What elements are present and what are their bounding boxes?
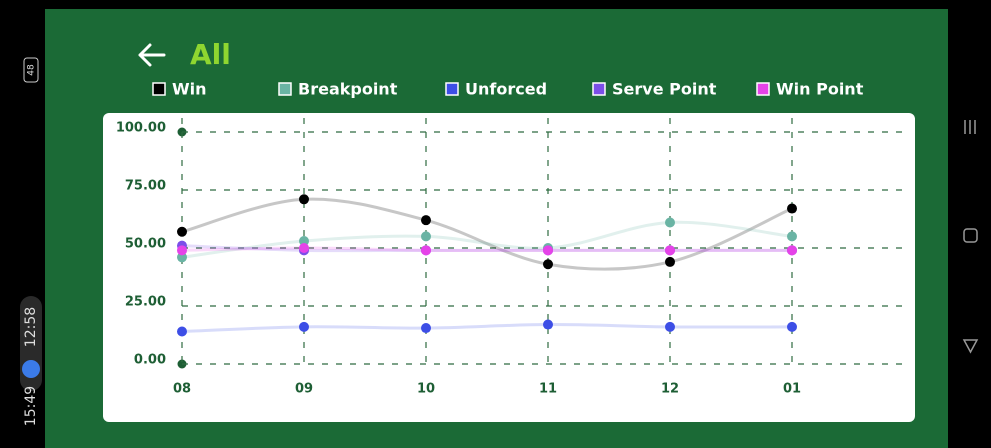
data-point: [177, 252, 187, 263]
x-tick-label: 12: [661, 382, 679, 397]
nav-back[interactable]: [962, 339, 979, 354]
data-point: [421, 215, 431, 226]
y-tick-label: 75.00: [125, 179, 166, 194]
data-point: [543, 245, 553, 256]
data-point: [299, 236, 309, 247]
data-point: [299, 243, 309, 253]
battery-level: 48: [27, 64, 37, 76]
status-time: 12:58: [23, 307, 39, 347]
y-tick-label: 25.00: [125, 295, 166, 310]
data-point: [421, 245, 431, 256]
data-point: [421, 323, 431, 334]
legend-swatch: [756, 82, 770, 96]
series-line: [181, 246, 792, 252]
data-point: [177, 245, 187, 256]
data-point: [665, 256, 675, 267]
data-point: [177, 226, 187, 237]
data-point: [787, 203, 797, 214]
nav-home[interactable]: [963, 228, 978, 243]
series-line: [181, 323, 793, 334]
data-point: [421, 231, 431, 242]
legend-swatch: [592, 82, 606, 96]
data-point: [665, 321, 675, 332]
series-line: [181, 220, 793, 259]
legend-label: Unforced: [465, 80, 547, 99]
x-tick-label: 10: [417, 382, 435, 397]
data-point: [787, 231, 797, 242]
nav-recent[interactable]: [964, 120, 976, 134]
legend-label: Breakpoint: [298, 80, 398, 99]
data-point: [543, 319, 553, 330]
app-badge: [22, 360, 40, 378]
status-bar: 48 12:58 15:49: [20, 57, 42, 426]
legend-label: Win Point: [776, 80, 864, 99]
data-point: [177, 326, 187, 337]
data-point: [543, 259, 553, 270]
y-tick-label: 100.00: [116, 121, 166, 136]
x-tick-label: 01: [783, 382, 801, 397]
status-clock: 15:49: [23, 386, 39, 426]
page-title: All: [190, 38, 231, 71]
legend-swatch: [152, 82, 166, 96]
data-point: [787, 245, 797, 256]
x-tick-label: 08: [173, 382, 191, 397]
data-point: [665, 217, 675, 228]
x-tick-label: 09: [295, 382, 313, 397]
y-tick-label: 0.00: [134, 353, 166, 368]
legend-swatch: [445, 82, 459, 96]
data-point: [299, 321, 309, 332]
legend-swatch: [278, 82, 292, 96]
y-tick-label: 50.00: [125, 237, 166, 252]
series-line: [181, 197, 793, 271]
x-tick-label: 11: [539, 382, 557, 397]
back-arrow[interactable]: [138, 43, 166, 67]
series-line: [181, 244, 792, 253]
battery-icon: [23, 57, 39, 83]
legend-label: Serve Point: [612, 80, 717, 99]
data-point: [299, 194, 309, 205]
chart-card: [103, 113, 915, 422]
data-point: [787, 321, 797, 332]
data-point: [665, 245, 675, 256]
nav-bar: [962, 120, 979, 354]
legend-label: Win: [172, 80, 207, 99]
